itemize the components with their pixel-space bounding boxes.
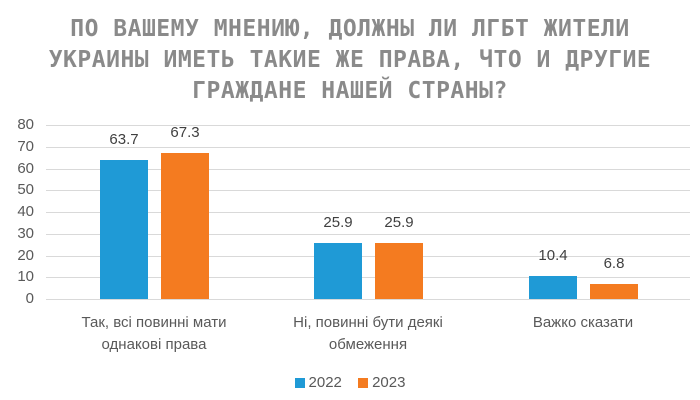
- bar-2022: [100, 160, 148, 299]
- category-label: Так, всі повинні мати однакові права: [81, 314, 227, 353]
- y-tick-label: 40: [17, 203, 34, 220]
- legend-item-2023: 2023: [358, 374, 405, 391]
- y-tick-label: 80: [17, 116, 34, 133]
- y-tick-label: 30: [17, 224, 34, 242]
- data-label: 25.9: [323, 213, 353, 231]
- y-tick-label: 70: [17, 137, 34, 155]
- data-label: 67.3: [170, 123, 200, 141]
- category-label: Важко сказати: [532, 314, 634, 331]
- y-tick-label: 50: [17, 181, 34, 199]
- data-label: 63.7: [109, 131, 139, 149]
- data-label: 6.8: [603, 255, 625, 273]
- title-line: ПО ВАШЕМУ МНЕНИЮ, ДОЛЖНЫ ЛИ ЛГБТ ЖИТЕЛИ: [70, 16, 630, 42]
- y-tick-label: 20: [17, 246, 34, 264]
- y-tick-label: 60: [17, 159, 34, 177]
- legend-label: 2023: [372, 374, 406, 391]
- legend: 2022 2023: [0, 374, 700, 392]
- data-label: 10.4: [538, 247, 568, 265]
- legend-swatch-2022: [294, 377, 305, 388]
- legend-label: 2022: [308, 374, 342, 391]
- gridline: [46, 299, 690, 300]
- legend-item-2022: 2022: [294, 374, 342, 391]
- gridline: [46, 212, 690, 213]
- bar-2023: [375, 242, 423, 299]
- data-label: 25.9: [384, 213, 414, 231]
- y-tick-label: 0: [25, 290, 34, 307]
- gridline: [46, 255, 690, 257]
- gridline: [46, 233, 690, 235]
- category-label: Ні, повинні бути деякі обмеження: [293, 314, 443, 353]
- gridline: [46, 277, 690, 279]
- title-line: ГРАЖДАНЕ НАШЕЙ СТРАНЫ?: [192, 78, 508, 104]
- legend-swatch-2023: [358, 377, 369, 388]
- chart-title: ПО ВАШЕМУ МНЕНИЮ, ДОЛЖНЫ ЛИ ЛГБТ ЖИТЕЛИ …: [0, 14, 700, 107]
- bar-2023: [590, 284, 638, 299]
- gridline: [46, 125, 690, 126]
- y-tick-label: 10: [17, 268, 34, 286]
- title-line: УКРАИНЫ ИМЕТЬ ТАКИЕ ЖЕ ПРАВА, ЧТО И ДРУГ…: [48, 47, 652, 73]
- gridline: [46, 168, 690, 170]
- gridline: [46, 146, 690, 148]
- bar-2022: [314, 242, 362, 299]
- gridline: [46, 190, 690, 192]
- bar-2022: [529, 276, 577, 299]
- bar-2023: [161, 152, 209, 299]
